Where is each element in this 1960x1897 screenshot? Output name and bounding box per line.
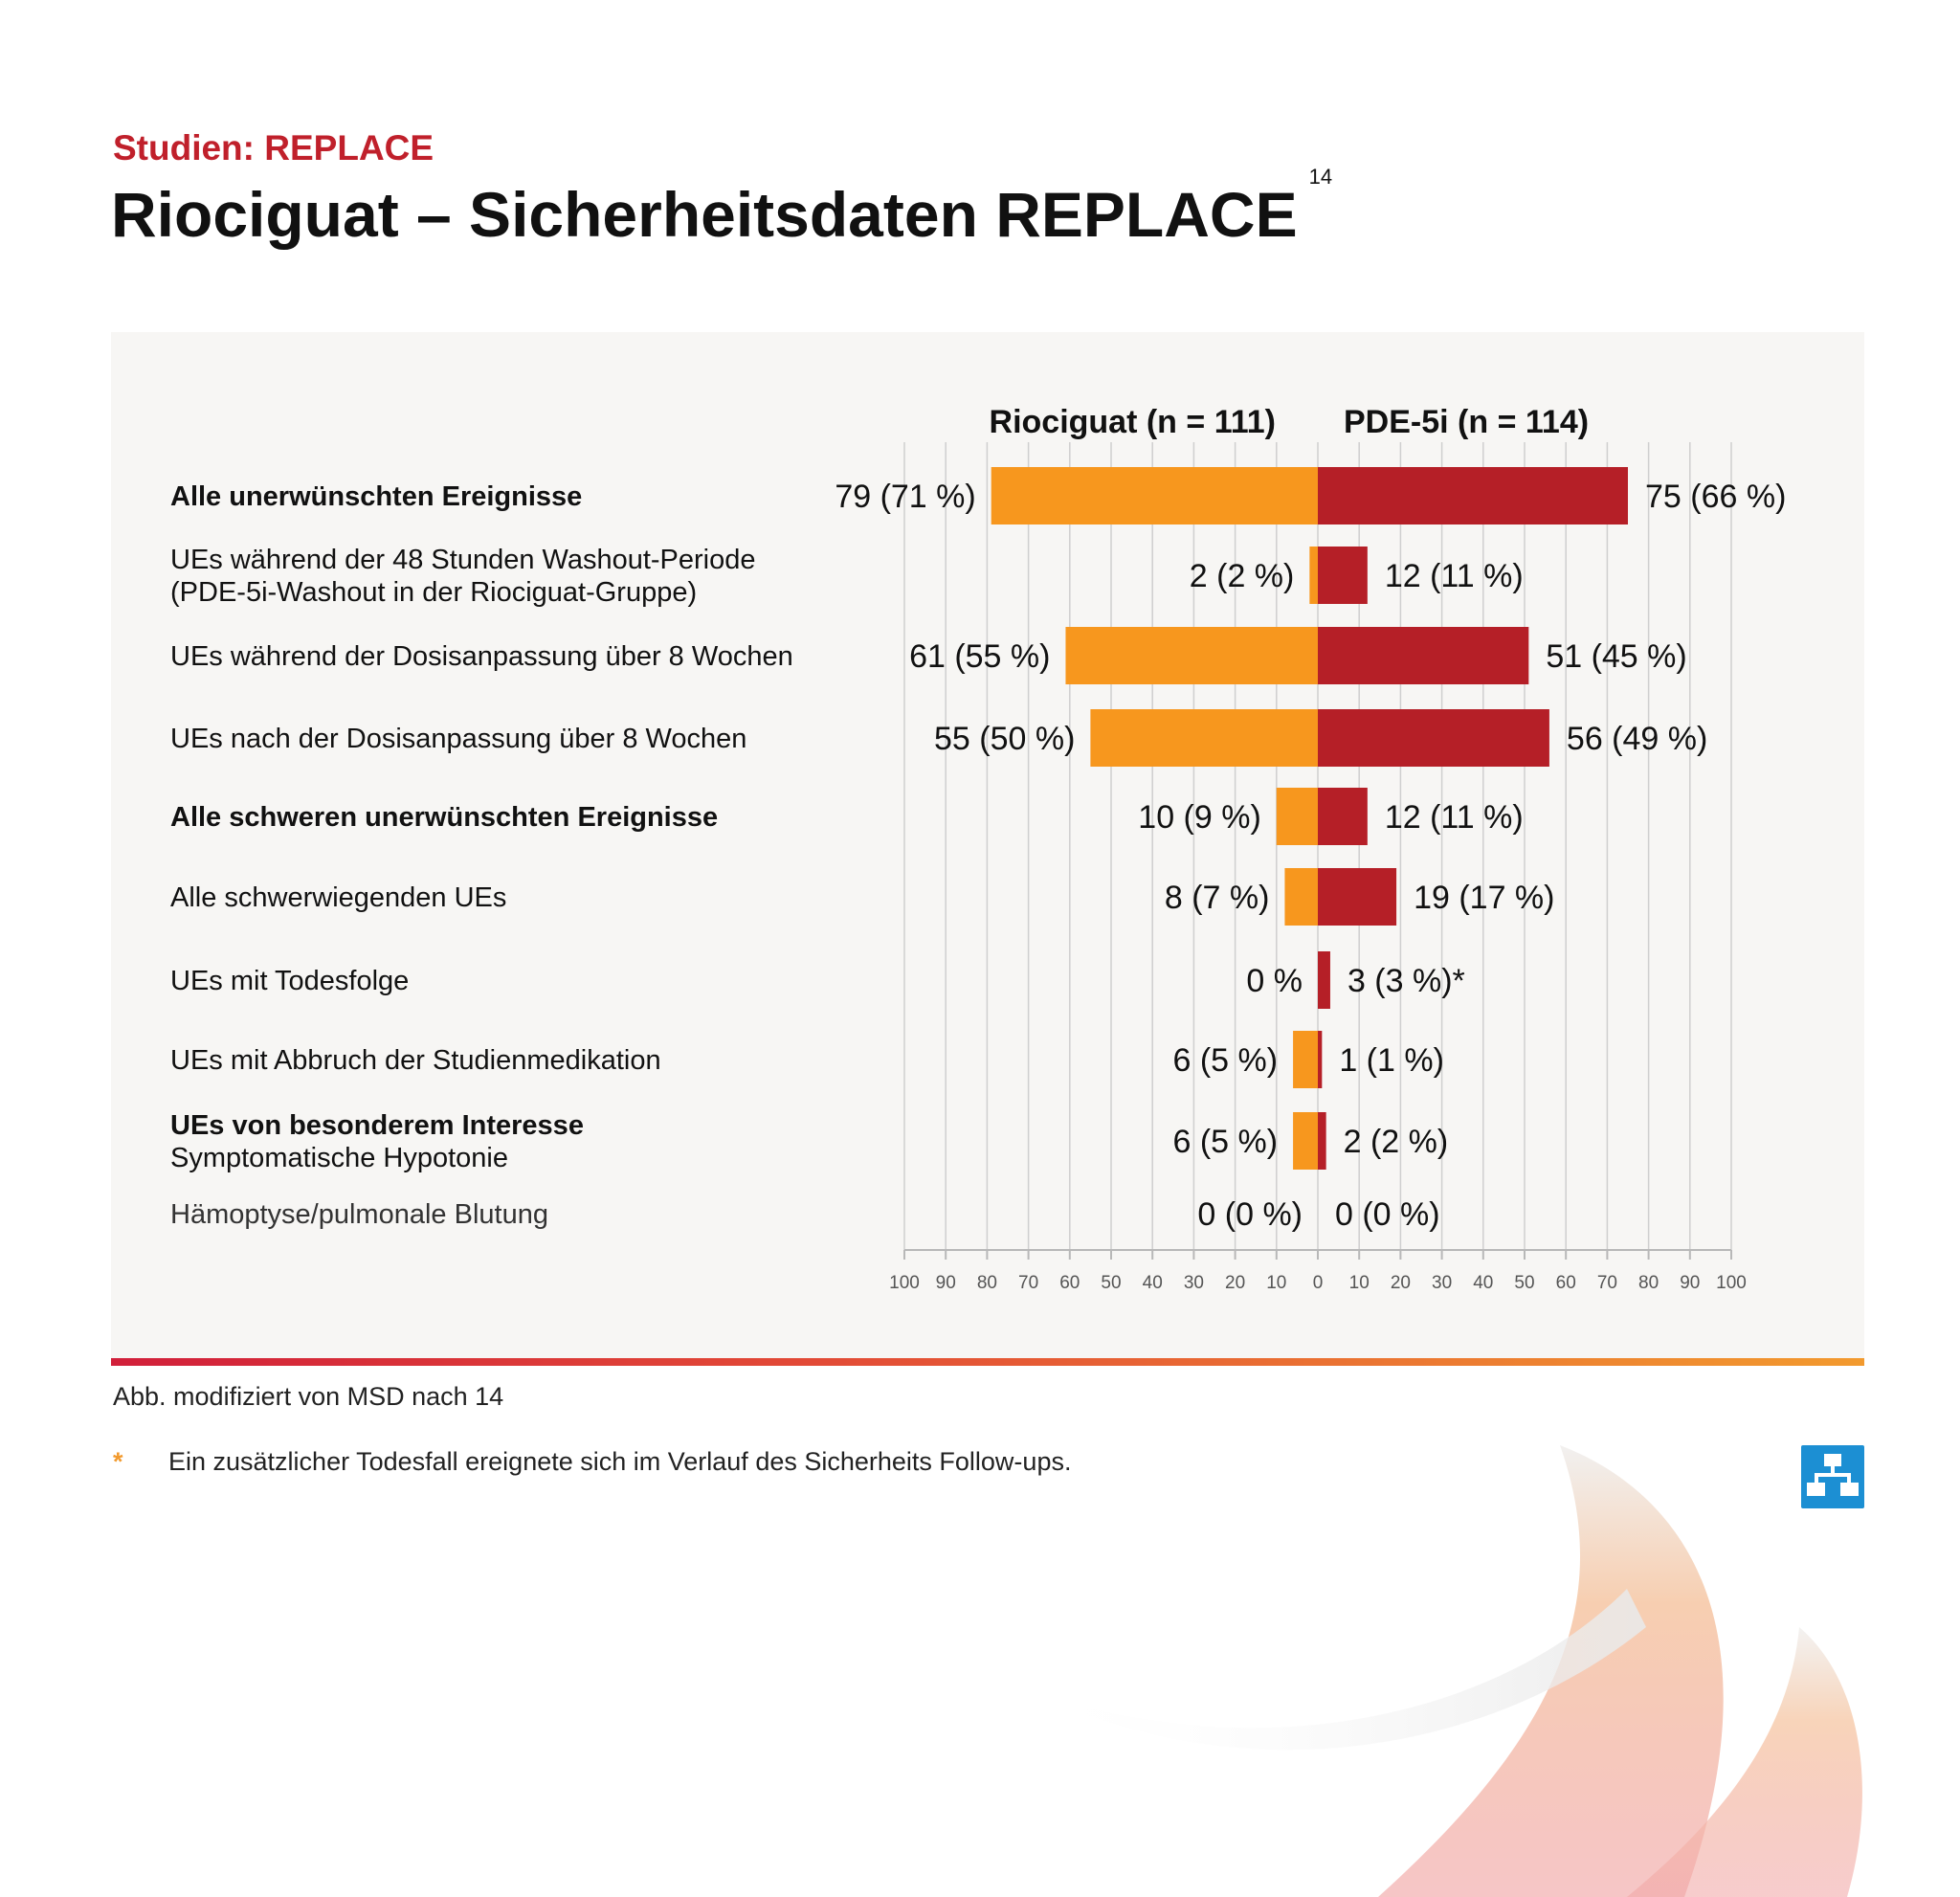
data-label-riociguat: 10 (9 %) <box>1138 799 1261 836</box>
tick-label: 10 <box>1266 1273 1286 1293</box>
bar-pde5i <box>1318 1112 1326 1170</box>
page-title: Riociguat – Sicherheitsdaten REPLACE 14 <box>111 165 1332 251</box>
series-header-riociguat: Riociguat (n = 111) <box>990 404 1276 440</box>
category-label: Hämoptyse/pulmonale Blutung <box>170 1199 548 1230</box>
bar-pde5i <box>1318 951 1330 1009</box>
data-label-riociguat: 61 (55 %) <box>909 638 1050 675</box>
data-label-riociguat: 6 (5 %) <box>1172 1124 1278 1160</box>
data-label-pde5i: 3 (3 %)* <box>1348 963 1465 999</box>
title-reference: 14 <box>1308 165 1333 189</box>
tick-label: 100 <box>889 1273 920 1293</box>
data-label-riociguat: 55 (50 %) <box>934 721 1075 757</box>
tick-label: 40 <box>1473 1273 1493 1293</box>
bar-riociguat <box>1293 1112 1318 1170</box>
data-label-riociguat: 8 (7 %) <box>1165 880 1270 916</box>
bar-riociguat <box>1065 627 1318 684</box>
footnote-text: Ein zusätzlicher Todesfall ereignete sic… <box>168 1447 1072 1476</box>
data-label-pde5i: 1 (1 %) <box>1339 1042 1444 1079</box>
data-label-pde5i: 51 (45 %) <box>1546 638 1686 675</box>
safety-bar-chart: 100 90 80 70 60 50 40 30 20 10 0 10 20 30 40 50 60 70 80 90… <box>170 404 1786 1293</box>
bar-pde5i <box>1318 467 1628 524</box>
data-label-pde5i: 75 (66 %) <box>1645 479 1786 515</box>
category-label: Symptomatische Hypotonie <box>170 1143 508 1173</box>
category-label: UEs von besonderem Interesse <box>170 1110 584 1141</box>
tick-label: 60 <box>1556 1273 1576 1293</box>
tick-label: 40 <box>1143 1273 1163 1293</box>
bar-riociguat <box>991 467 1318 524</box>
bar-riociguat <box>1284 868 1318 926</box>
tick-label: 70 <box>1597 1273 1617 1293</box>
tick-label: 50 <box>1101 1273 1121 1293</box>
category-label: UEs während der Dosisanpassung über 8 Wo… <box>170 641 793 672</box>
data-label-riociguat: 0 (0 %) <box>1197 1196 1303 1233</box>
footnote-marker: * <box>113 1447 123 1476</box>
source-note: Abb. modifiziert von MSD nach 14 <box>113 1382 504 1411</box>
bar-pde5i <box>1318 627 1529 684</box>
bar-riociguat <box>1293 1031 1318 1088</box>
bar-pde5i <box>1318 788 1368 845</box>
category-label: Alle unerwünschten Ereignisse <box>170 481 582 512</box>
page-title-text: Riociguat – Sicherheitsdaten REPLACE <box>111 179 1298 250</box>
tick-label: 20 <box>1391 1273 1411 1293</box>
sitemap-icon[interactable] <box>1801 1445 1864 1508</box>
gradient-divider <box>111 1358 1864 1366</box>
tick-label: 80 <box>1638 1273 1659 1293</box>
bar-pde5i <box>1318 547 1368 604</box>
category-label: Alle schwerwiegenden UEs <box>170 882 506 913</box>
data-label-pde5i: 2 (2 %) <box>1344 1124 1449 1160</box>
tick-label: 20 <box>1225 1273 1245 1293</box>
bar-pde5i <box>1318 1031 1323 1088</box>
tick-label: 80 <box>977 1273 997 1293</box>
bar-pde5i <box>1318 868 1397 926</box>
category-label: (PDE-5i-Washout in der Riociguat-Gruppe) <box>170 577 697 608</box>
bar-riociguat <box>1090 709 1318 767</box>
data-label-pde5i: 19 (17 %) <box>1414 880 1554 916</box>
tick-label: 90 <box>936 1273 956 1293</box>
category-label: UEs mit Abbruch der Studienmedikation <box>170 1045 661 1076</box>
tick-label: 90 <box>1680 1273 1700 1293</box>
data-label-riociguat: 79 (71 %) <box>835 479 975 515</box>
tick-label: 0 <box>1313 1273 1324 1293</box>
tick-label: 30 <box>1432 1273 1452 1293</box>
section-label: Studien: REPLACE <box>113 128 434 167</box>
data-label-pde5i: 0 (0 %) <box>1335 1196 1440 1233</box>
category-label: UEs mit Todesfolge <box>170 966 409 996</box>
data-label-riociguat: 0 % <box>1246 963 1303 999</box>
bar-riociguat <box>1276 788 1318 845</box>
category-label: Alle schweren unerwünschten Ereignisse <box>170 802 718 833</box>
tick-label: 30 <box>1184 1273 1204 1293</box>
tick-label: 10 <box>1349 1273 1370 1293</box>
data-label-pde5i: 12 (11 %) <box>1385 558 1524 594</box>
bar-riociguat <box>1309 547 1318 604</box>
category-label: UEs während der 48 Stunden Washout-Perio… <box>170 545 756 575</box>
data-label-riociguat: 2 (2 %) <box>1190 558 1295 594</box>
series-header-pde5i: PDE-5i (n = 114) <box>1344 404 1589 440</box>
sitemap-icon-glyph <box>1807 1454 1859 1496</box>
bar-pde5i <box>1318 709 1549 767</box>
tick-label: 50 <box>1514 1273 1534 1293</box>
data-label-riociguat: 6 (5 %) <box>1172 1042 1278 1079</box>
tick-label: 100 <box>1716 1273 1747 1293</box>
tick-label: 70 <box>1018 1273 1038 1293</box>
data-label-pde5i: 56 (49 %) <box>1567 721 1707 757</box>
data-label-pde5i: 12 (11 %) <box>1385 799 1524 836</box>
category-label: UEs nach der Dosisanpassung über 8 Woche… <box>170 724 746 754</box>
tick-label: 60 <box>1059 1273 1080 1293</box>
